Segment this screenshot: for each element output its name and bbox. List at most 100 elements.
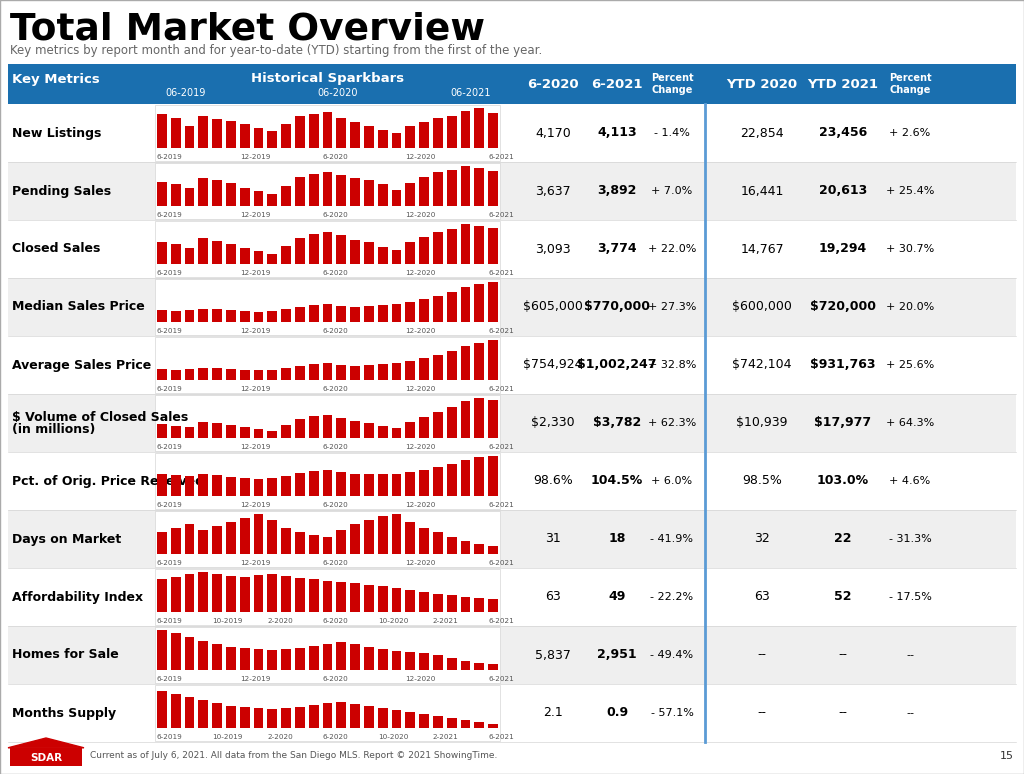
Bar	[212, 704, 222, 728]
Bar	[184, 524, 195, 554]
Text: 6-2021: 6-2021	[488, 386, 514, 392]
Bar	[226, 706, 236, 728]
Bar	[240, 248, 250, 264]
Bar	[364, 706, 374, 728]
Bar	[282, 425, 291, 438]
Text: + 25.4%: + 25.4%	[886, 186, 934, 196]
Text: 6-2019: 6-2019	[157, 212, 182, 218]
Bar	[212, 309, 222, 322]
Text: $3,782: $3,782	[593, 416, 641, 430]
Bar	[184, 310, 195, 322]
Bar	[171, 184, 180, 206]
Text: + 27.3%: + 27.3%	[648, 302, 696, 312]
Text: + 20.0%: + 20.0%	[886, 302, 934, 312]
Bar	[406, 242, 416, 264]
Text: 6-2020: 6-2020	[323, 618, 348, 624]
Bar	[155, 569, 500, 625]
Text: 6-2020: 6-2020	[323, 502, 348, 508]
Bar	[378, 586, 388, 612]
Bar	[350, 240, 360, 264]
Bar	[295, 238, 305, 264]
Text: 98.6%: 98.6%	[534, 474, 572, 488]
Text: $720,000: $720,000	[810, 300, 876, 313]
Bar	[350, 307, 360, 322]
Text: $10,939: $10,939	[736, 416, 787, 430]
Bar	[157, 424, 167, 438]
Text: Closed Sales: Closed Sales	[12, 242, 100, 255]
Text: 52: 52	[835, 591, 852, 604]
Bar	[446, 170, 457, 206]
Bar	[282, 246, 291, 264]
Text: 12-2020: 12-2020	[406, 502, 435, 508]
Bar	[8, 278, 1016, 336]
Bar	[295, 366, 305, 380]
Text: - 41.9%: - 41.9%	[650, 534, 693, 544]
Text: 4,170: 4,170	[536, 126, 570, 139]
Bar	[336, 418, 346, 438]
Bar	[391, 304, 401, 322]
Bar	[323, 172, 333, 206]
Bar	[8, 220, 1016, 278]
Bar	[419, 470, 429, 496]
Bar	[199, 238, 208, 264]
Text: + 30.7%: + 30.7%	[886, 244, 934, 254]
Bar	[267, 311, 278, 322]
Bar	[433, 594, 442, 612]
Bar	[308, 364, 318, 380]
Bar	[171, 370, 180, 380]
Text: New Listings: New Listings	[12, 126, 101, 139]
Bar	[488, 282, 498, 322]
Text: + 2.6%: + 2.6%	[890, 128, 931, 138]
Bar	[446, 229, 457, 264]
Text: --: --	[906, 650, 914, 660]
Text: Months Supply: Months Supply	[12, 707, 116, 720]
Text: 10-2020: 10-2020	[378, 618, 409, 624]
Bar	[406, 183, 416, 206]
Text: $ Volume of Closed Sales: $ Volume of Closed Sales	[12, 412, 188, 424]
Bar	[199, 309, 208, 322]
Text: 98.5%: 98.5%	[742, 474, 782, 488]
Text: 4,113: 4,113	[597, 126, 637, 139]
Text: 12-2020: 12-2020	[406, 560, 435, 566]
Bar	[336, 582, 346, 612]
Bar	[446, 658, 457, 670]
Bar	[157, 630, 167, 670]
Bar	[364, 365, 374, 380]
Text: $754,924: $754,924	[523, 358, 583, 372]
Bar	[461, 401, 470, 438]
Bar	[308, 305, 318, 322]
Bar	[199, 572, 208, 612]
Text: 6-2021: 6-2021	[488, 270, 514, 276]
Bar	[254, 128, 263, 148]
Bar	[240, 188, 250, 206]
Bar	[474, 284, 484, 322]
Bar	[240, 648, 250, 670]
Bar	[488, 664, 498, 670]
Text: 6-2019: 6-2019	[157, 444, 182, 450]
Bar	[419, 592, 429, 612]
Text: 6-2021: 6-2021	[488, 734, 514, 740]
Text: 6-2019: 6-2019	[157, 502, 182, 508]
Text: + 25.6%: + 25.6%	[886, 360, 934, 370]
Bar	[157, 532, 167, 554]
Bar	[240, 370, 250, 380]
Bar	[8, 452, 1016, 510]
Text: SDAR: SDAR	[30, 752, 62, 762]
Bar	[240, 426, 250, 438]
Bar	[267, 132, 278, 148]
Bar	[391, 514, 401, 554]
Text: 2-2020: 2-2020	[267, 618, 293, 624]
Bar	[171, 311, 180, 322]
Text: --: --	[758, 707, 767, 720]
Bar	[267, 431, 278, 438]
Bar	[171, 694, 180, 728]
Bar	[226, 647, 236, 670]
Bar	[267, 370, 278, 380]
Bar	[378, 364, 388, 380]
Bar	[446, 464, 457, 496]
Text: 23,456: 23,456	[819, 126, 867, 139]
Bar	[226, 183, 236, 206]
Bar	[336, 642, 346, 670]
Bar	[336, 175, 346, 206]
Bar	[282, 528, 291, 554]
